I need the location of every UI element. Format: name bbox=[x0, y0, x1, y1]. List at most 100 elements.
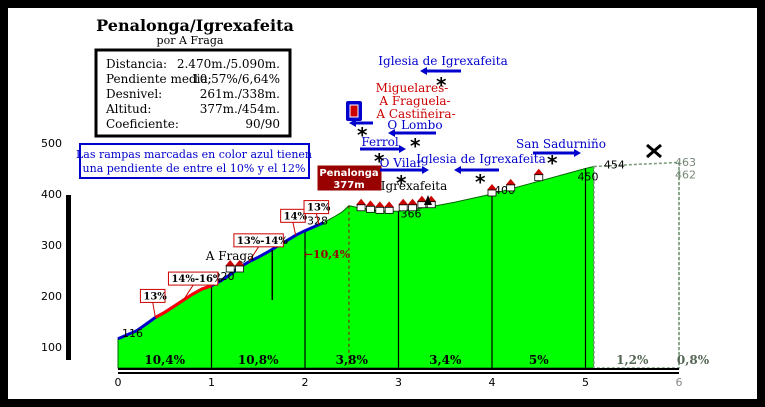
ramp-badge-label: 13%-14% bbox=[237, 236, 288, 247]
altitude-label: 220 bbox=[214, 270, 235, 283]
stat-label: Desnivel: bbox=[106, 87, 162, 101]
stats-list: Distancia: 2.470m./5.090m. Pendiente med… bbox=[105, 57, 280, 131]
summit-gradient-label: ←10,4% bbox=[304, 248, 351, 261]
house-icon bbox=[487, 189, 497, 197]
y-tick-label: 300 bbox=[41, 239, 62, 252]
junction-markers: * * * * * * * bbox=[357, 73, 558, 195]
stat-value: 10,57%/6,64% bbox=[192, 72, 280, 86]
ramp-badge-label: 13% bbox=[307, 203, 331, 214]
y-tick-label: 100 bbox=[41, 341, 62, 354]
stat-value: 377m./454m. bbox=[200, 102, 280, 116]
stat-value: 2.470m./5.090m. bbox=[177, 57, 280, 71]
ramp-badge-label: 14% bbox=[284, 211, 308, 222]
x-tick-label: 0 bbox=[115, 376, 122, 389]
y-tick-label: 200 bbox=[41, 290, 62, 303]
place-label: O Lombo bbox=[387, 118, 442, 132]
place-label: San Sadurniño bbox=[516, 137, 606, 151]
stats-box bbox=[94, 48, 292, 138]
profile-area: ←10,4% 10,4% 10,8% 3,8% 3,4% 5% 1,2% 0,8% bbox=[117, 161, 710, 374]
segment-gradient-label: 5% bbox=[529, 353, 549, 367]
house-roof-icon bbox=[234, 260, 245, 266]
ramp-pointer bbox=[183, 284, 194, 301]
altitude-label: 450 bbox=[578, 171, 599, 184]
house-icon bbox=[225, 265, 235, 273]
stat-label: Altitud: bbox=[105, 102, 151, 116]
segment-gradient-label: 1,2% bbox=[616, 353, 649, 367]
stat-label: Coeficiente: bbox=[106, 117, 179, 131]
place-label: A Fraga bbox=[205, 249, 255, 263]
stat-label: Distancia: bbox=[106, 57, 167, 71]
ramp-line bbox=[117, 221, 325, 341]
overlay: 11622032836640045045446246313%14%-16%13%… bbox=[122, 156, 696, 340]
ramp-pointer bbox=[315, 213, 320, 225]
place-label: A Fraguela- bbox=[378, 94, 450, 108]
x-tick-label: 5 bbox=[582, 376, 589, 389]
house-roof-icon bbox=[384, 201, 395, 208]
summit-altitude: 377m bbox=[333, 180, 364, 191]
altitude-label: 116 bbox=[122, 327, 143, 340]
arrow-head-icon bbox=[388, 129, 395, 137]
place-label: Igrexafeita bbox=[381, 179, 448, 193]
junction-icon: * bbox=[374, 149, 385, 173]
axes: 100 200 300 400 500 0 1 2 3 4 5 6 bbox=[41, 137, 683, 389]
altitude-label: 463 bbox=[675, 156, 696, 169]
arrow-head-icon bbox=[422, 166, 429, 174]
tree-icon bbox=[424, 195, 432, 205]
segment-gradient-label: 3,4% bbox=[429, 353, 462, 367]
y-tick-label: 400 bbox=[41, 188, 62, 201]
place-label: O Vilar bbox=[380, 156, 423, 170]
base-band-stripe bbox=[118, 370, 679, 372]
ramp-badge-label: 14%-16% bbox=[171, 274, 222, 285]
house-roof-icon bbox=[407, 198, 418, 205]
place-labels: Iglesia de Igrexafeita Miguelares- A Fra… bbox=[205, 54, 606, 263]
house-roof-icon bbox=[225, 260, 236, 266]
profile-extension bbox=[593, 161, 680, 369]
house-icon bbox=[408, 204, 417, 212]
house-roof-icon bbox=[365, 200, 376, 207]
stat-value: 261m./338m. bbox=[200, 87, 280, 101]
note-line: una pendiente de entre el 10% y el 12% bbox=[83, 162, 306, 175]
segment-gradient-label: 10,8% bbox=[238, 353, 279, 367]
chart-title: Penalonga/Igrexafeita bbox=[96, 16, 294, 35]
x-tick-label: 3 bbox=[395, 376, 402, 389]
place-label: A Castiñeira- bbox=[375, 107, 455, 121]
junction-icon: * bbox=[547, 151, 558, 175]
junction-icon: * bbox=[436, 73, 447, 97]
ramp-badge bbox=[280, 208, 306, 223]
pickaxe-icon bbox=[646, 143, 662, 159]
y-tick-label: 500 bbox=[41, 137, 62, 150]
stat-value: 90/90 bbox=[245, 117, 280, 131]
arrow-head-icon bbox=[574, 149, 581, 157]
summit-box bbox=[316, 164, 383, 192]
x-tick-label: 1 bbox=[208, 376, 215, 389]
ramp-pointer bbox=[152, 302, 156, 318]
house-icon bbox=[235, 265, 244, 273]
house-icon bbox=[534, 174, 544, 182]
x-tick-label: 6 bbox=[676, 376, 683, 389]
junction-icon: * bbox=[410, 134, 421, 158]
ramp-badge bbox=[303, 200, 330, 215]
ramp-pointer bbox=[248, 246, 260, 263]
segment-gradient-label: 10,4% bbox=[144, 353, 185, 367]
house-icon bbox=[506, 184, 516, 192]
place-label: Miguelares- bbox=[376, 81, 449, 95]
ramp-badge-label: 13% bbox=[143, 291, 167, 302]
direction-arrows bbox=[354, 69, 575, 172]
house-roof-icon bbox=[374, 201, 385, 208]
y-axis-bar bbox=[66, 195, 71, 360]
x-tick-label: 2 bbox=[302, 376, 309, 389]
place-label: Iglesia de Igrexafeita bbox=[416, 152, 545, 166]
house-roof-icon bbox=[487, 184, 497, 190]
junction-icon: * bbox=[396, 171, 407, 195]
altitude-label: 454 bbox=[604, 158, 625, 171]
segment-gradient-label: 0,8% bbox=[677, 353, 710, 367]
house-icon bbox=[356, 204, 366, 212]
house-roof-icon bbox=[398, 198, 409, 205]
ramp-pointer bbox=[292, 222, 297, 236]
house-icon bbox=[398, 204, 408, 212]
house-icon bbox=[384, 206, 394, 214]
arrow-head-icon bbox=[399, 145, 406, 153]
arrow-head-icon bbox=[420, 67, 427, 75]
